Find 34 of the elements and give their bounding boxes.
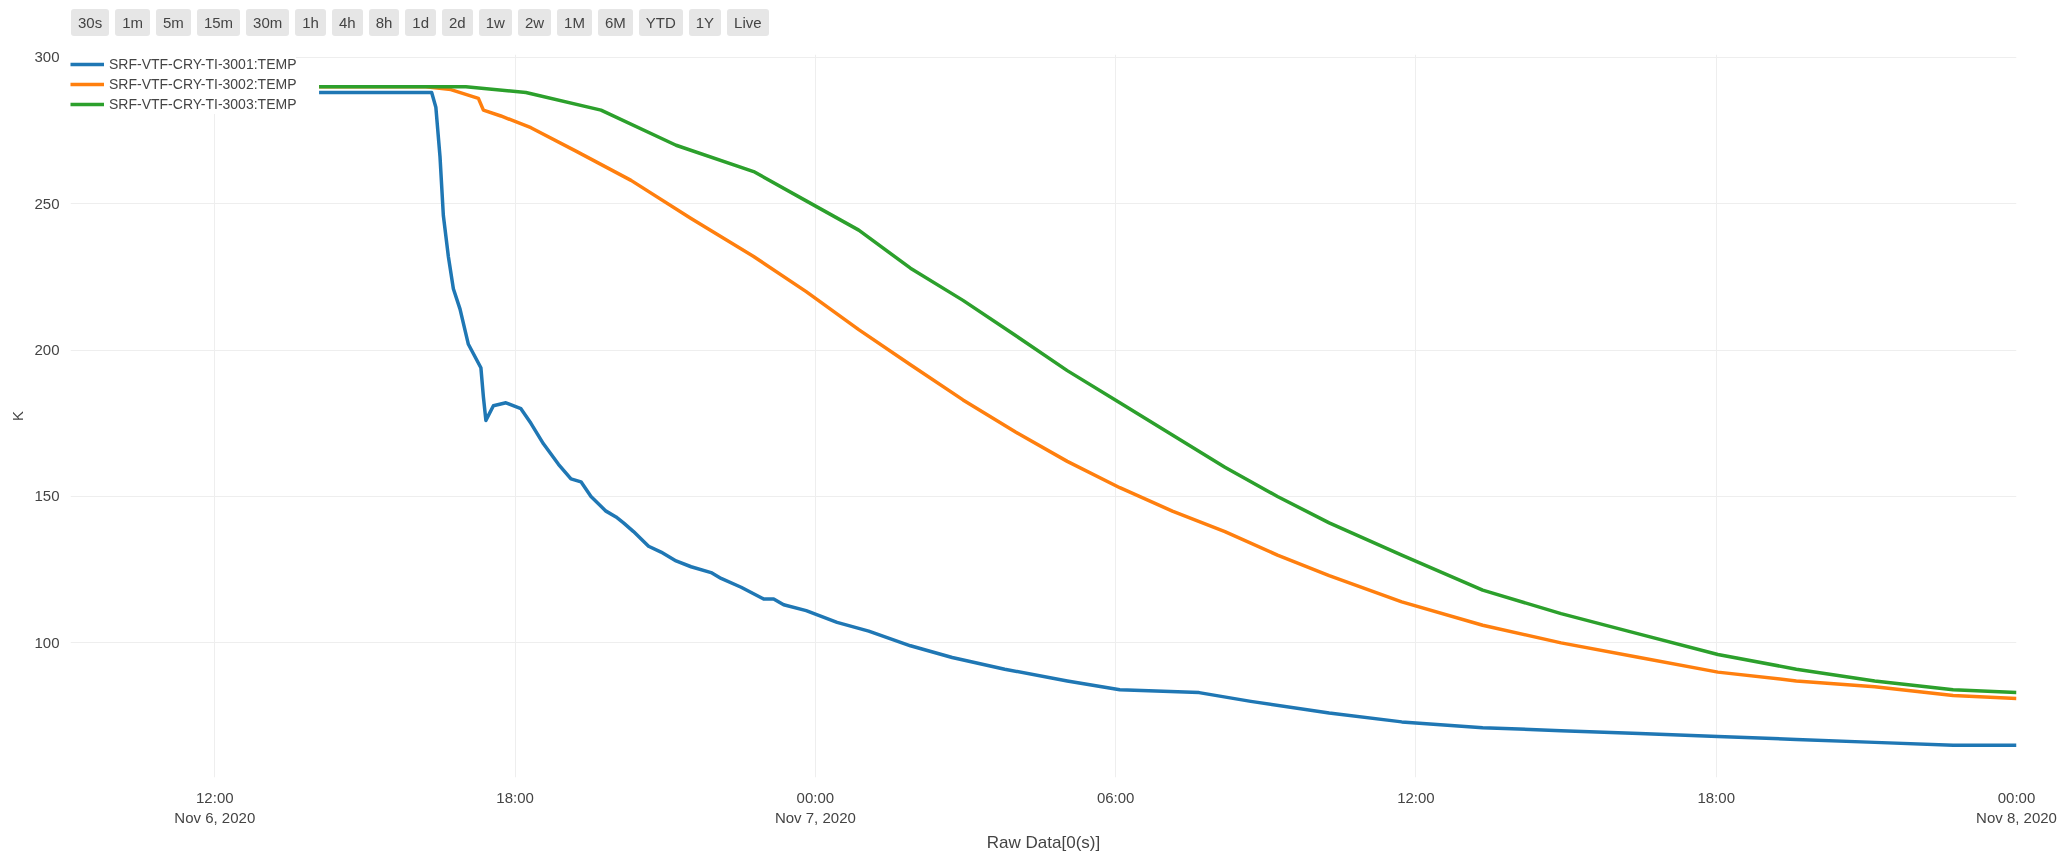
y-tick-label: 150 bbox=[34, 487, 60, 505]
text: 1Y bbox=[688, 9, 722, 37]
text: 15m bbox=[196, 9, 241, 37]
x-tick-label: 00:00 Nov 8, 2020 bbox=[1976, 788, 2057, 826]
text: 2d bbox=[442, 9, 473, 37]
y-tick-label: 300 bbox=[34, 48, 60, 66]
text: 1d bbox=[405, 9, 436, 37]
x-tick-label: 18:00 bbox=[496, 788, 534, 806]
legend-label: SRF-VTF-CRY-TI-3002:TEMP bbox=[109, 75, 297, 93]
x-tick-label: 00:00 Nov 7, 2020 bbox=[774, 788, 856, 826]
text: 1M bbox=[557, 9, 592, 37]
text: Live bbox=[727, 9, 769, 37]
y-axis-title: K bbox=[9, 410, 27, 421]
text: YTD bbox=[638, 9, 683, 37]
text: 8h bbox=[368, 9, 400, 37]
text: 4h bbox=[331, 9, 363, 37]
y-tick-label: 100 bbox=[34, 633, 60, 651]
legend-label: SRF-VTF-CRY-TI-3001:TEMP bbox=[109, 55, 297, 73]
text: 6M bbox=[597, 9, 633, 37]
x-tick-label: 06:00 bbox=[1096, 788, 1135, 806]
legend-label: SRF-VTF-CRY-TI-3003:TEMP bbox=[109, 95, 297, 113]
text: 30m bbox=[246, 9, 290, 37]
text: 5m bbox=[156, 9, 191, 37]
y-tick-label: 200 bbox=[34, 341, 60, 359]
x-axis-title: Raw Data[0(s)] bbox=[986, 832, 1101, 852]
y-tick-label: 250 bbox=[34, 194, 60, 212]
text: 1w bbox=[478, 9, 512, 37]
x-tick-label: 12:00 bbox=[1397, 788, 1435, 806]
text: 2w bbox=[517, 9, 552, 37]
x-tick-label: 12:00 Nov 6, 2020 bbox=[174, 788, 256, 826]
text: 1h bbox=[295, 9, 326, 37]
text: 30s bbox=[71, 9, 110, 37]
x-tick-label: 18:00 bbox=[1697, 788, 1735, 806]
text: 1m bbox=[115, 9, 151, 37]
